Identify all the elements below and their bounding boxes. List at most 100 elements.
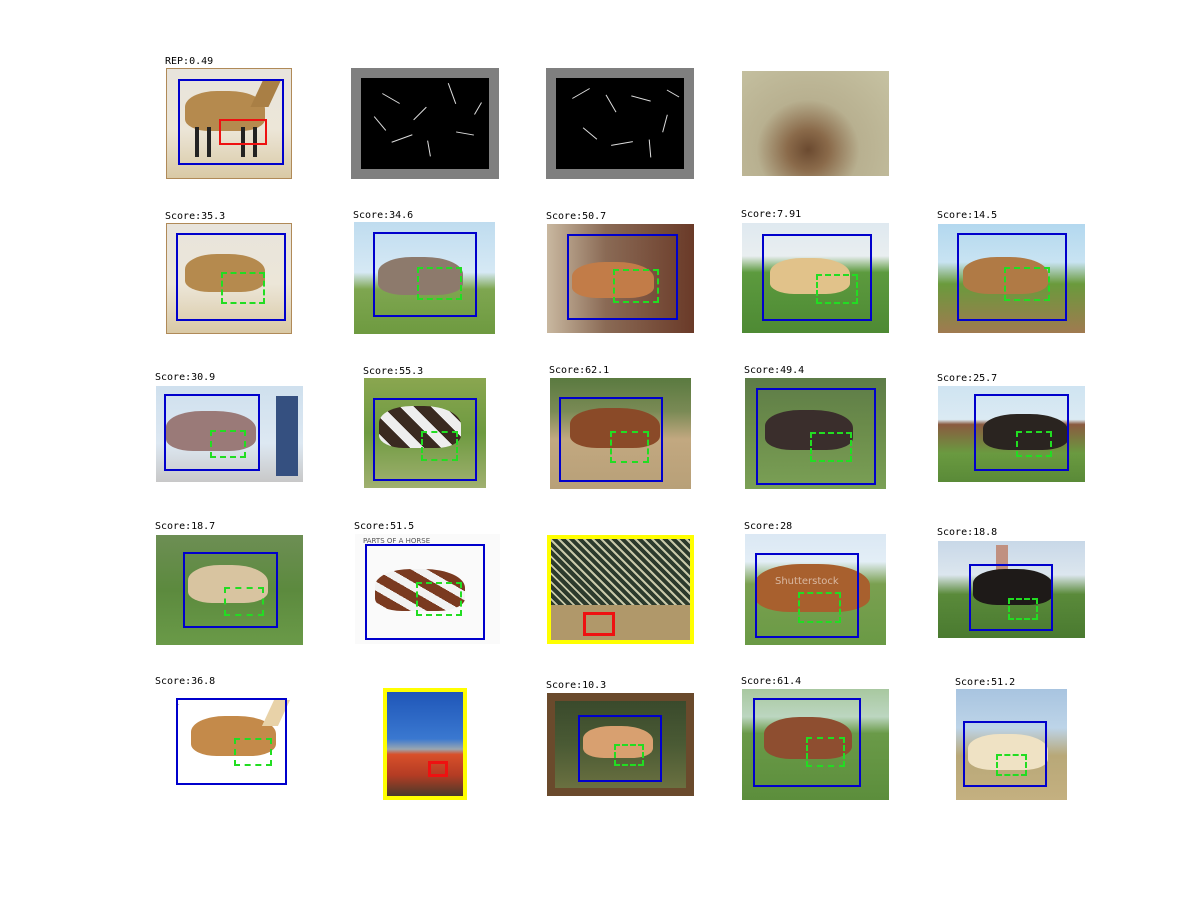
- detection-image: [742, 689, 889, 800]
- bounding-box: [567, 234, 678, 320]
- patch-box: [806, 737, 845, 767]
- horse-body: [755, 564, 870, 612]
- patch-box: [798, 592, 841, 623]
- bounding-box: [373, 232, 477, 317]
- patch-box: [224, 587, 264, 616]
- false-positive-patch: [428, 761, 448, 777]
- detection-image: [938, 386, 1085, 482]
- bounding-box: [164, 394, 260, 471]
- hog-stroke: [391, 134, 413, 143]
- ground: [551, 605, 690, 640]
- detection-image: [745, 378, 886, 489]
- bounding-box: [373, 398, 477, 481]
- score-label: Score:7.91: [741, 209, 802, 220]
- detection-image: [938, 541, 1085, 638]
- score-label: Score:14.5: [937, 210, 998, 221]
- false-positive-image: [547, 535, 694, 644]
- score-label: Score:18.8: [937, 527, 998, 538]
- detection-image: [156, 535, 303, 645]
- horse-body: [378, 257, 463, 295]
- patch-box: [234, 738, 272, 766]
- patch-box: [610, 431, 649, 463]
- bounding-box: [957, 233, 1067, 321]
- hog-stroke: [605, 94, 617, 113]
- bounding-box: [178, 79, 284, 165]
- detection-image: [354, 222, 495, 334]
- hog-stroke: [474, 102, 482, 115]
- horse-leg: [207, 127, 211, 157]
- handler-person: [276, 396, 298, 476]
- detection-image: [550, 378, 691, 489]
- score-label: Score:25.7: [937, 373, 998, 384]
- false-positive-patch: [583, 612, 615, 636]
- rep-label: REP:0.49: [165, 56, 214, 67]
- patch-box: [1004, 267, 1050, 301]
- hog-stroke: [582, 127, 598, 140]
- detection-image: [742, 223, 889, 333]
- patch-box: [1008, 598, 1038, 620]
- watermark: Shutterstock: [775, 576, 839, 587]
- hog-stroke: [456, 131, 474, 136]
- patch-box: [996, 754, 1027, 776]
- horse-body: [765, 410, 853, 450]
- bounding-box: [755, 553, 859, 638]
- bounding-box: [365, 544, 485, 640]
- bounding-box: [753, 698, 861, 787]
- query-image: [166, 68, 292, 179]
- hog-stroke: [413, 106, 427, 121]
- detection-image: [166, 223, 292, 334]
- hog-stroke: [631, 95, 651, 102]
- score-label: Score:61.4: [741, 676, 802, 687]
- detection-image: [547, 224, 694, 333]
- hog-stroke: [447, 82, 457, 105]
- hog-stroke: [648, 139, 652, 158]
- detection-image: PARTS OF A HORSE: [355, 534, 500, 644]
- horse-leg: [253, 127, 257, 157]
- horse-body: [191, 716, 276, 756]
- bounding-box: [176, 698, 287, 785]
- bounding-box: [969, 564, 1053, 631]
- score-label: Score:36.8: [155, 676, 216, 687]
- bounding-box: [762, 234, 872, 321]
- horse-body: [583, 726, 653, 758]
- hog-stroke: [373, 116, 387, 131]
- chart-title: PARTS OF A HORSE: [363, 537, 431, 545]
- score-label: Score:51.2: [955, 677, 1016, 688]
- patch-box: [816, 274, 858, 304]
- score-label: Score:49.4: [744, 365, 805, 376]
- hog-stroke: [572, 88, 590, 99]
- patch-box: [421, 431, 458, 461]
- score-label: Score:34.6: [353, 210, 414, 221]
- hog-visualization-2: [546, 68, 694, 179]
- detection-image: [938, 224, 1085, 333]
- detection-image: ·: [156, 688, 303, 799]
- hog-stroke: [427, 140, 431, 157]
- score-label: Score:51.5: [354, 521, 415, 532]
- detection-image: [547, 693, 694, 796]
- hog-visualization-1: [351, 68, 499, 179]
- bounding-box: [756, 388, 876, 485]
- patch-closeup: [742, 71, 889, 176]
- horse-body: [375, 569, 465, 611]
- patch-box: [210, 430, 246, 458]
- query-patch-box: [219, 119, 267, 145]
- bounding-box: [176, 233, 286, 321]
- patch-box: [1016, 431, 1052, 457]
- hog-stroke: [611, 141, 633, 146]
- score-label: Score:50.7: [546, 211, 607, 222]
- bounding-box: [963, 721, 1047, 787]
- score-label: Score:62.1: [549, 365, 610, 376]
- bounding-box: [578, 715, 662, 782]
- score-label: Score:55.3: [363, 366, 424, 377]
- score-label: Score:18.7: [155, 521, 216, 532]
- hog-stroke: [382, 93, 400, 104]
- horse-body: [570, 408, 660, 448]
- bounding-box: [183, 552, 278, 628]
- bounding-box: [559, 397, 663, 482]
- horse-leg: [241, 127, 245, 157]
- patch-box: [613, 269, 659, 303]
- horse-leg: [195, 127, 199, 157]
- rider: [996, 545, 1008, 575]
- patch-box: [810, 432, 852, 462]
- hog-stroke: [662, 114, 668, 133]
